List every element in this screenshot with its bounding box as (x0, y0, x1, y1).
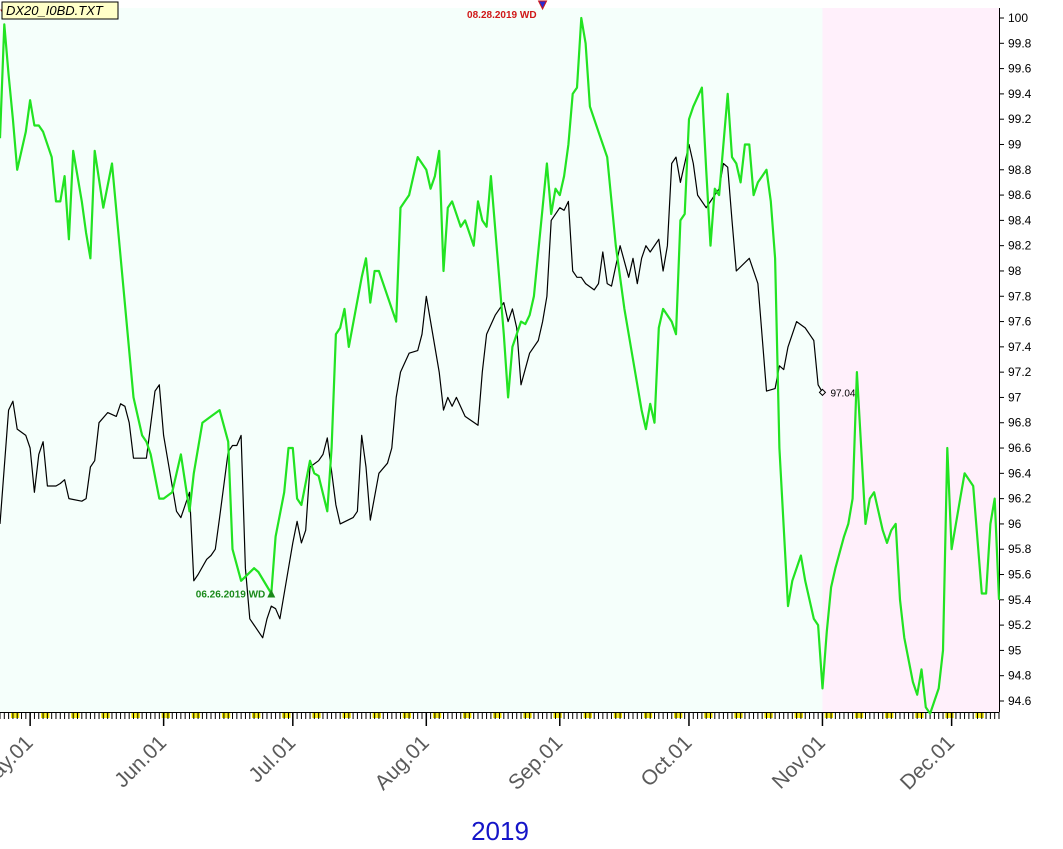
y-tick-label: 98.2 (1008, 239, 1032, 253)
y-tick-label: 96.2 (1008, 492, 1032, 506)
y-tick-label: 97.6 (1008, 315, 1032, 329)
last-value-marker (818, 388, 827, 397)
y-tick-label: 98.4 (1008, 213, 1032, 227)
y-tick-label: 97.8 (1008, 289, 1032, 303)
y-tick-label: 96.4 (1008, 466, 1032, 480)
y-tick-label: 97 (1008, 390, 1022, 404)
y-tick-label: 95.8 (1008, 542, 1032, 556)
y-tick-label: 99.4 (1008, 87, 1032, 101)
year-label: 2019 (471, 816, 529, 846)
y-tick-label: 94.8 (1008, 669, 1032, 683)
y-tick-label: 98 (1008, 264, 1022, 278)
y-tick-label: 96 (1008, 517, 1022, 531)
y-tick-label: 98.6 (1008, 188, 1032, 202)
forecast-region (822, 8, 999, 712)
y-tick-label: 94.6 (1008, 694, 1032, 708)
file-label: DX20_I0BD.TXT (6, 3, 104, 18)
y-tick-label: 96.6 (1008, 441, 1032, 455)
y-tick-label: 95.2 (1008, 618, 1032, 632)
y-tick-label: 96.8 (1008, 416, 1032, 430)
y-tick-label: 100 (1008, 11, 1028, 25)
overlay-line (0, 16, 1001, 715)
low-marker-icon (267, 589, 276, 598)
last-value-label: 97.04 (830, 388, 855, 399)
high-marker-icon (537, 0, 548, 11)
y-axis: 100 99.8 99.6 99.4 99.2 99 98.8 98.6 98.4 98.2 98 9… (999, 11, 1032, 708)
y-tick-label: 99.6 (1008, 62, 1032, 76)
y-tick-label: 97.2 (1008, 365, 1032, 379)
y-tick-label: 98.8 (1008, 163, 1032, 177)
file-label-box (1, 1, 119, 20)
y-tick-label: 97.4 (1008, 340, 1032, 354)
y-tick-label: 95.4 (1008, 593, 1032, 607)
y-tick-label: 99 (1008, 137, 1022, 151)
high-annotation: 08.28.2019 WD (467, 10, 537, 21)
y-tick-label: 95 (1008, 643, 1022, 657)
y-tick-label: 99.8 (1008, 36, 1032, 50)
price-line (0, 143, 824, 639)
low-annotation: 06.26.2019 WD (196, 589, 266, 600)
y-tick-label: 99.2 (1008, 112, 1032, 126)
y-tick-label: 95.6 (1008, 568, 1032, 582)
series-layer (0, 16, 1001, 715)
